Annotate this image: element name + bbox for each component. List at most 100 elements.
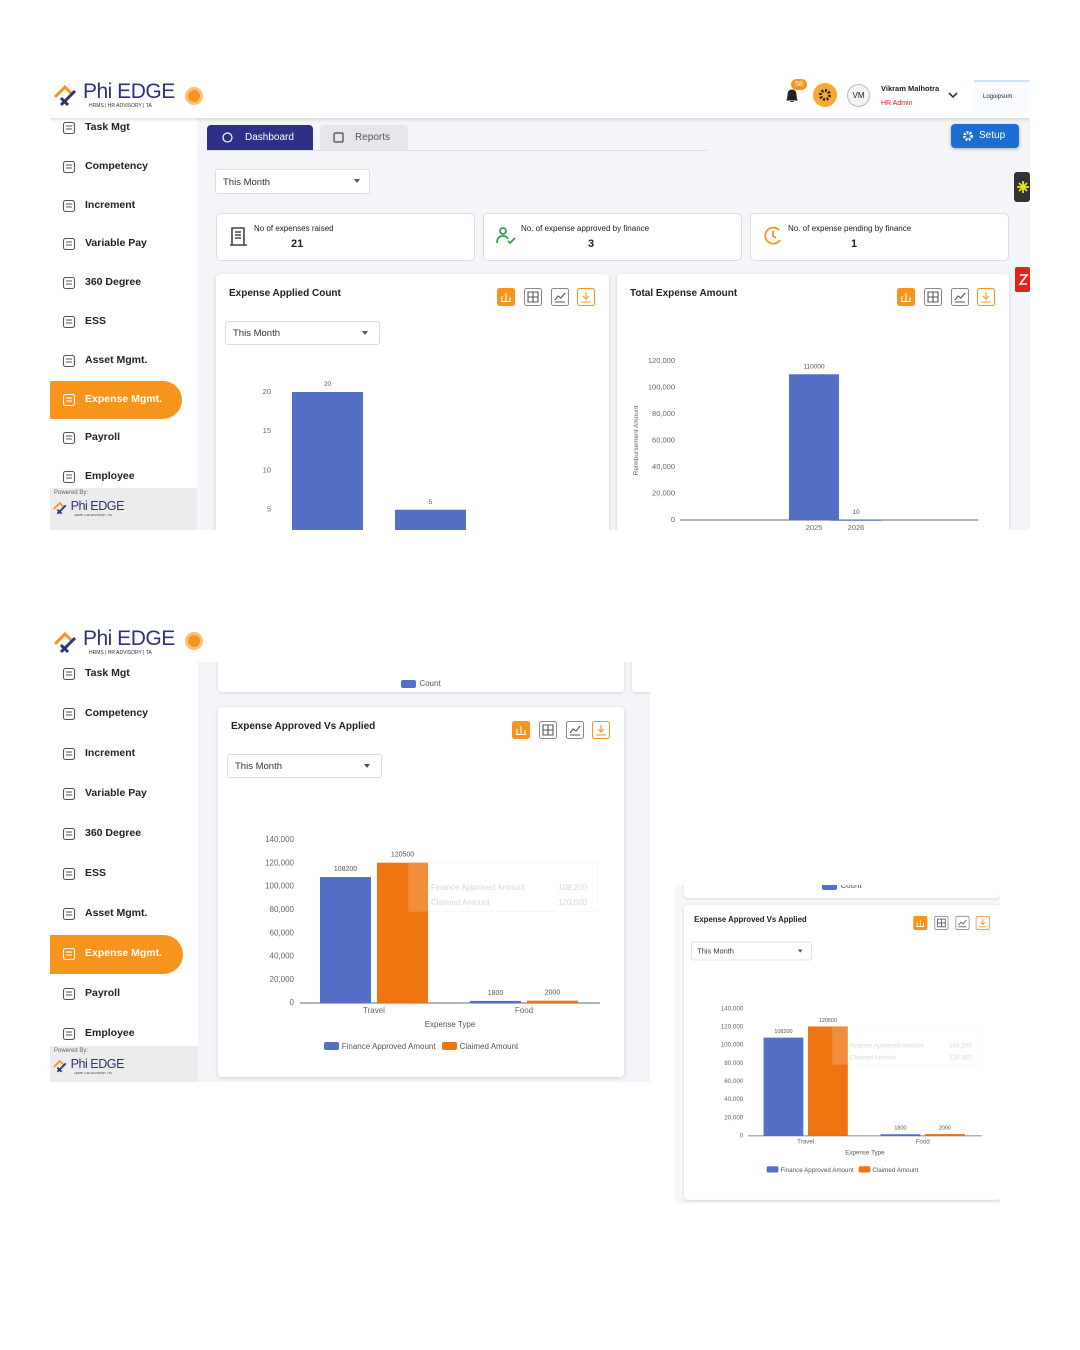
y-tick-label: 80,000: [270, 905, 295, 914]
icon-shape: [62, 987, 76, 1001]
value-label: 1800: [488, 990, 504, 997]
chart-toolbar-button[interactable]: [539, 721, 557, 739]
sidebar-icon: [62, 867, 76, 881]
chart-toolbar-button[interactable]: [551, 288, 569, 306]
sidebar-item[interactable]: Payroll: [50, 984, 183, 1004]
sidebar-item[interactable]: Asset Mgmt.: [50, 904, 183, 924]
chart-toolbar-button[interactable]: [975, 915, 990, 930]
sidebar-item[interactable]: 360 Degree: [50, 273, 182, 293]
sidebar-icon: [62, 315, 76, 329]
tab[interactable]: Reports: [320, 125, 408, 150]
sidebar-icon: [62, 471, 76, 484]
sidebar-item[interactable]: Task Mgt: [50, 664, 183, 684]
user-role: HR Admin: [881, 100, 913, 107]
widget-icon: [1018, 274, 1029, 285]
tooltip-value: 108,200: [558, 883, 587, 892]
user-name: Vikram Malhotra: [881, 84, 940, 93]
sidebar-item[interactable]: Competency: [50, 157, 182, 177]
scaled-view: Expense Approved Vs Applied This Month 0 20…: [684, 905, 1000, 1200]
sidebar-label: Employee: [85, 470, 135, 483]
sidebar-label: Increment: [85, 198, 136, 211]
y-tick-label: 60,000: [652, 435, 675, 444]
sidebar-item[interactable]: Variable Pay: [50, 234, 182, 254]
sidebar-item[interactable]: ESS: [50, 864, 183, 884]
chart-toolbar-button[interactable]: [934, 915, 949, 930]
value-label: 2000: [939, 1125, 951, 1131]
icon-shape: [230, 227, 247, 246]
setup-button[interactable]: Setup: [951, 124, 1019, 148]
tooltip-value: 120,500: [949, 1053, 972, 1061]
powered-by-label: Powered By:: [54, 1048, 89, 1054]
icon-shape: [62, 471, 76, 484]
widget-icon: [1017, 181, 1029, 193]
side-widget[interactable]: [1014, 172, 1030, 202]
legend-swatch: [441, 1042, 457, 1050]
sidebar-item[interactable]: Asset Mgmt.: [50, 351, 182, 371]
module-switch[interactable]: [185, 87, 203, 105]
legend-item[interactable]: Claimed Amount: [441, 1040, 518, 1052]
legend-item[interactable]: Count: [218, 679, 624, 688]
button-icon: [596, 725, 606, 736]
tab-label: Reports: [355, 132, 391, 143]
logo-stroke: [53, 501, 65, 510]
filter-select[interactable]: This Month: [691, 941, 812, 961]
sidebar-item[interactable]: Increment: [50, 196, 182, 216]
sidebar-item[interactable]: Variable Pay: [50, 784, 183, 804]
chart-toolbar-button[interactable]: [924, 288, 942, 306]
sidebar-item[interactable]: Task Mgt: [50, 118, 182, 138]
filter-value: This Month: [233, 328, 280, 339]
chart-toolbar-button[interactable]: [577, 288, 595, 306]
y-tick-label: 120,000: [265, 858, 294, 867]
module-switch[interactable]: [185, 632, 203, 650]
chart-card: Total Expense Amount 0 20,000 40,000 60,000 8…: [617, 274, 1009, 530]
icon-shape: [66, 164, 72, 169]
logo-mark: [53, 501, 67, 515]
filter-select[interactable]: This Month: [227, 754, 382, 778]
chart-toolbar-button[interactable]: [592, 721, 610, 739]
legend-item[interactable]: Claimed Amount: [858, 1165, 918, 1174]
y-tick-label: 0: [740, 1133, 744, 1140]
sidebar-icon: [62, 199, 76, 212]
button-icon: [916, 919, 925, 927]
chart-toolbar-button[interactable]: [512, 721, 530, 739]
chart-title: Expense Approved Vs Applied: [694, 915, 807, 925]
chart-toolbar-button[interactable]: [955, 915, 970, 930]
legend-item[interactable]: Finance Approved Amount: [766, 1165, 854, 1174]
sidebar-item[interactable]: Competency: [50, 704, 183, 724]
sidebar-item[interactable]: Increment: [50, 744, 183, 764]
tooltip-name: Claimed Amount: [431, 898, 490, 907]
sidebar-item[interactable]: Expense Mgmt.: [50, 390, 182, 410]
chart-toolbar-button[interactable]: [913, 915, 928, 930]
sidebar-item[interactable]: Payroll: [50, 428, 182, 448]
sidebar-item[interactable]: ESS: [50, 312, 182, 332]
settings-button[interactable]: [813, 83, 837, 107]
filter-select[interactable]: This Month: [225, 321, 380, 345]
chart-toolbar-button[interactable]: [977, 288, 995, 306]
chart-toolbar-button[interactable]: [566, 721, 584, 739]
sidebar-item[interactable]: Employee: [50, 1024, 183, 1044]
side-widget[interactable]: [1015, 267, 1030, 292]
sidebar-item[interactable]: Employee: [50, 467, 182, 487]
bar: [880, 1134, 921, 1136]
avatar[interactable]: VM: [847, 84, 870, 107]
chart-toolbar-button[interactable]: [497, 288, 515, 306]
sidebar-label: Task Mgt: [85, 667, 130, 679]
legend-item[interactable]: Finance Approved Amount: [323, 1040, 436, 1052]
icon-shape: [66, 831, 72, 836]
chart-toolbar-button[interactable]: [951, 288, 969, 306]
sidebar-item[interactable]: 360 Degree: [50, 824, 183, 844]
notification-button[interactable]: [783, 87, 801, 105]
filter-select[interactable]: This Month: [215, 169, 370, 194]
chart-toolbar-button[interactable]: [524, 288, 542, 306]
user-menu-toggle[interactable]: [947, 90, 959, 100]
kpi-label: No of expenses raised: [254, 224, 334, 233]
legend-item[interactable]: Count: [684, 885, 1000, 890]
tab[interactable]: Dashboard: [207, 125, 313, 150]
bar: [320, 877, 371, 1003]
x-axis-title: Expense Type: [425, 1020, 476, 1029]
chart-toolbar-button[interactable]: [897, 288, 915, 306]
y-tick-label: 60,000: [724, 1078, 744, 1085]
icon-shape: [62, 277, 76, 290]
gear-bg: [813, 83, 837, 107]
sidebar-item[interactable]: Expense Mgmt.: [50, 944, 183, 964]
